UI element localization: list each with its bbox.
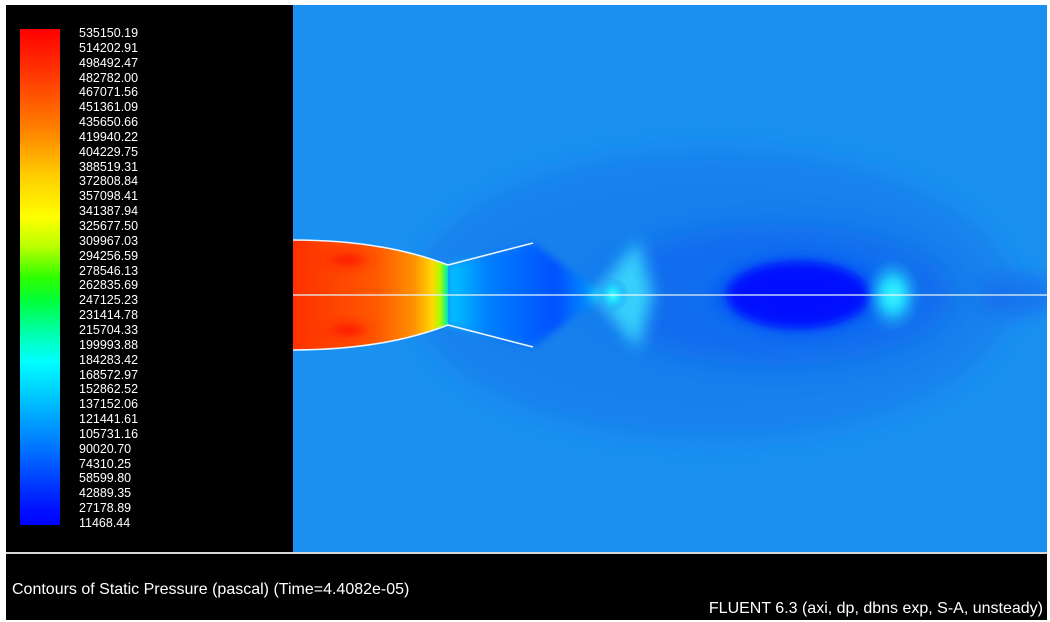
footer-divider bbox=[6, 552, 1047, 554]
colorbar-tick-label: 341387.94 bbox=[79, 204, 139, 219]
plot-caption: Contours of Static Pressure (pascal) (Ti… bbox=[12, 581, 410, 598]
colorbar-tick-label: 514202.91 bbox=[79, 40, 139, 55]
colorbar-tick-label: 231414.78 bbox=[79, 308, 139, 323]
colorbar-tick-label: 262835.69 bbox=[79, 278, 139, 293]
colorbar-tick-label: 467071.56 bbox=[79, 85, 139, 100]
colorbar-tick-label: 90020.70 bbox=[79, 441, 132, 456]
solver-info-text: FLUENT 6.3 (axi, dp, dbns exp, S-A, unst… bbox=[708, 600, 1043, 617]
colorbar-tick-label: 152862.52 bbox=[79, 382, 139, 397]
colorbar-tick-label: 404229.75 bbox=[79, 144, 139, 159]
colorbar-tick-label: 184283.42 bbox=[79, 352, 139, 367]
colorbar-tick-label: 199993.88 bbox=[79, 337, 139, 352]
colorbar-tick-label: 435650.66 bbox=[79, 115, 139, 130]
colorbar-tick-label: 58599.80 bbox=[79, 471, 132, 486]
colorbar-tick-label: 105731.16 bbox=[79, 426, 139, 441]
colorbar-tick-label: 325677.50 bbox=[79, 219, 139, 234]
colorbar-tick-label: 309967.03 bbox=[79, 233, 139, 248]
plot-window: 535150.19 514202.91 498492.47 482782.00 4670… bbox=[6, 5, 1047, 620]
colorbar-tick-label: 294256.59 bbox=[79, 248, 139, 263]
colorbar-tick-label: 388519.31 bbox=[79, 159, 139, 174]
colorbar-tick-label: 357098.41 bbox=[79, 189, 139, 204]
colorbar-tick-label: 121441.61 bbox=[79, 412, 139, 427]
colorbar-gradient bbox=[20, 29, 60, 525]
colorbar-tick-label: 215704.33 bbox=[79, 322, 139, 337]
colorbar-legend: 535150.19 514202.91 498492.47 482782.00 4670… bbox=[6, 5, 293, 553]
colorbar-tick-label: 168572.97 bbox=[79, 367, 139, 382]
colorbar-tick-label: 137152.06 bbox=[79, 397, 139, 412]
colorbar-tick-label: 74310.25 bbox=[79, 456, 132, 471]
colorbar-tick-label: 419940.22 bbox=[79, 129, 139, 144]
colorbar-tick-label: 535150.19 bbox=[79, 26, 139, 40]
colorbar-labels: 535150.19 514202.91 498492.47 482782.00 4670… bbox=[79, 26, 279, 530]
colorbar-tick-label: 42889.35 bbox=[79, 486, 132, 501]
colorbar-tick-label: 278546.13 bbox=[79, 263, 139, 278]
colorbar-tick-label: 498492.47 bbox=[79, 55, 139, 70]
colorbar-tick-label: 11468.44 bbox=[79, 516, 131, 530]
colorbar-tick-label: 247125.23 bbox=[79, 293, 139, 308]
colorbar-tick-label: 372808.84 bbox=[79, 174, 139, 189]
colorbar-tick-label: 451361.09 bbox=[79, 100, 139, 115]
colorbar-tick-label: 27178.89 bbox=[79, 501, 132, 516]
colorbar-tick-label: 482782.00 bbox=[79, 70, 139, 85]
pressure-contour-field bbox=[293, 5, 1047, 552]
